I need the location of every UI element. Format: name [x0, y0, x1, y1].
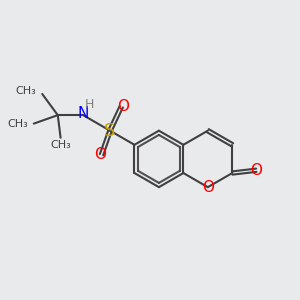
Text: S: S — [104, 122, 116, 140]
Text: CH₃: CH₃ — [50, 140, 71, 150]
Text: CH₃: CH₃ — [16, 86, 36, 96]
Text: O: O — [250, 163, 262, 178]
Text: O: O — [202, 180, 214, 195]
Text: N: N — [77, 106, 89, 121]
Text: H: H — [84, 98, 94, 111]
Text: O: O — [117, 99, 129, 114]
Text: CH₃: CH₃ — [7, 118, 28, 129]
Text: O: O — [94, 147, 106, 162]
